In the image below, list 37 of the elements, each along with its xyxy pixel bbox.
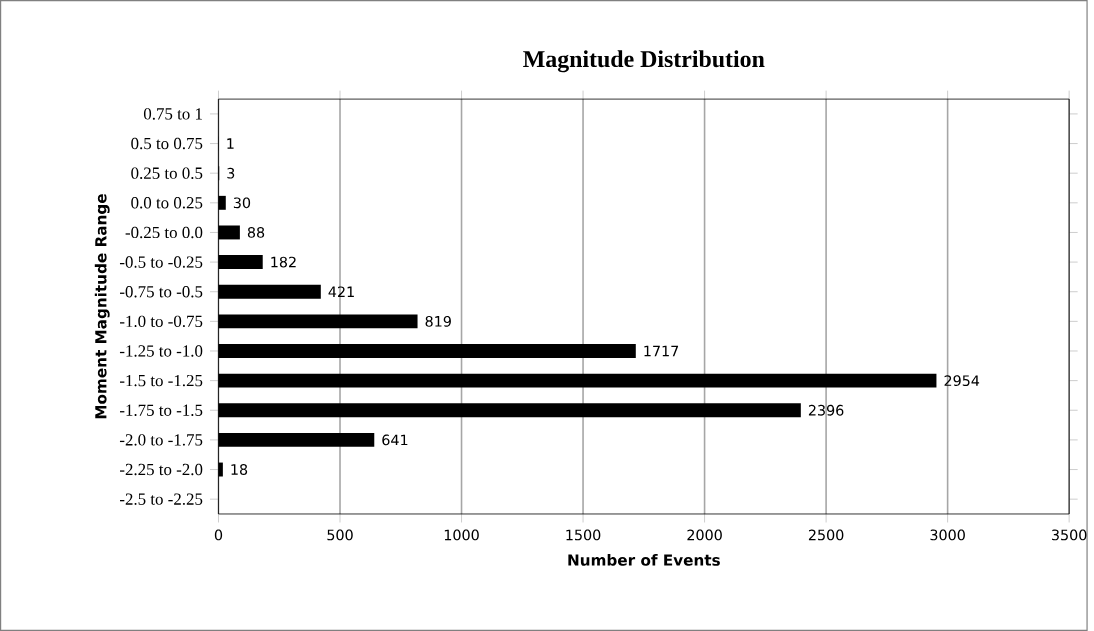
y-tick-label: -1.0 to -0.75 bbox=[119, 315, 203, 328]
x-tick-label: 1000 bbox=[444, 529, 479, 541]
y-tick-label: -2.25 to -2.0 bbox=[119, 463, 203, 476]
y-tick-label: -1.25 to -1.0 bbox=[119, 345, 203, 357]
data-label: 3 bbox=[227, 167, 235, 179]
data-label: 2396 bbox=[808, 404, 844, 416]
y-tick-label: -1.75 to -1.5 bbox=[119, 404, 203, 416]
data-label: 1 bbox=[227, 138, 234, 149]
chart-title: Magnitude Distribution bbox=[523, 50, 765, 73]
y-tick-label: -2.0 to -1.75 bbox=[119, 434, 203, 446]
y-tick-label: 0.75 to 1 bbox=[143, 108, 202, 120]
y-tick-label: -0.5 to -0.25 bbox=[119, 256, 203, 268]
x-tick-label: 0 bbox=[214, 529, 223, 541]
x-tick-label: 1500 bbox=[566, 529, 601, 541]
x-tick-label: 2000 bbox=[687, 529, 722, 541]
data-label: 819 bbox=[425, 315, 451, 327]
data-label: 421 bbox=[328, 286, 354, 298]
x-tick-label: 3000 bbox=[930, 529, 965, 541]
data-label: 30 bbox=[233, 197, 251, 209]
x-axis-title: Number of Events bbox=[568, 553, 720, 566]
data-label: 641 bbox=[382, 434, 408, 446]
data-label: 88 bbox=[247, 227, 265, 238]
x-tick-label: 500 bbox=[327, 529, 353, 541]
x-tick-label: 2500 bbox=[808, 529, 844, 541]
y-tick-label: -0.75 to -0.5 bbox=[119, 285, 203, 298]
y-tick-label: -2.5 to -2.25 bbox=[119, 493, 203, 505]
y-tick-label: -0.25 to 0.0 bbox=[125, 226, 203, 239]
y-tick-label: -1.5 to -1.25 bbox=[119, 374, 203, 387]
data-label: 2954 bbox=[944, 375, 980, 387]
y-tick-label: 0.25 to 0.5 bbox=[131, 167, 203, 179]
y-tick-label: 0.0 to 0.25 bbox=[131, 197, 203, 209]
data-label: 182 bbox=[271, 256, 296, 268]
y-tick-label: 0.5 to 0.75 bbox=[131, 137, 203, 150]
data-label: 18 bbox=[231, 464, 248, 475]
x-tick-label: 3500 bbox=[1052, 529, 1087, 541]
y-axis-title: Moment Magnitude Range bbox=[94, 194, 110, 419]
data-label: 1717 bbox=[644, 345, 679, 357]
